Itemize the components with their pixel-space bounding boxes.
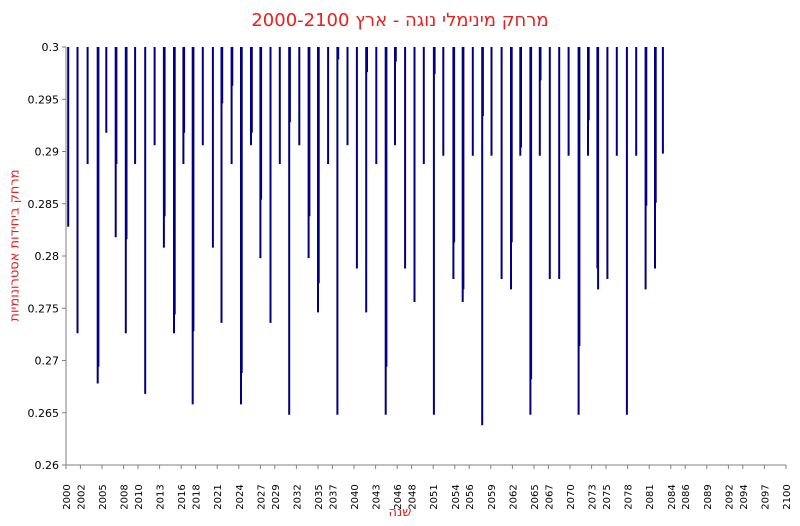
x-tick-label: 2037 [328, 484, 339, 509]
x-tick-label: 2092 [724, 484, 735, 509]
y-tick-label: 0.275 [28, 302, 60, 315]
x-tick-label: 2016 [177, 484, 188, 509]
x-tick-label: 2021 [213, 484, 224, 509]
x-tick-label: 2067 [544, 484, 555, 509]
x-tick-label: 2008 [120, 484, 131, 509]
x-tick-label: 2048 [408, 484, 419, 509]
x-tick-label: 2040 [350, 484, 361, 509]
x-tick-label: 2075 [602, 484, 613, 509]
axes [62, 46, 787, 469]
x-tick-label: 2032 [292, 484, 303, 509]
chart-title: מרחק מינימלי נוגה - ארץ 2000-2100 [251, 10, 549, 31]
x-tick-label: 2094 [739, 484, 750, 509]
x-tick-label: 2013 [156, 484, 167, 509]
bars [67, 47, 664, 426]
y-tick-label: 0.27 [35, 355, 60, 368]
x-tick-label: 2043 [372, 484, 383, 509]
x-tick-label: 2065 [530, 484, 541, 509]
x-tick-label: 2078 [624, 484, 635, 509]
x-tick-label: 2086 [681, 484, 692, 509]
x-tick-label: 2027 [256, 484, 267, 509]
x-tick-label: 2056 [465, 484, 476, 509]
x-tick-label: 2046 [393, 484, 404, 509]
x-tick-label: 2070 [566, 484, 577, 509]
x-tick-label: 2051 [429, 484, 440, 509]
x-tick-label: 2024 [235, 484, 246, 509]
x-tick-label: 2054 [451, 484, 462, 509]
x-tick-label: 2089 [703, 484, 714, 509]
x-tick-label: 2010 [134, 484, 145, 509]
x-tick-label: 2084 [667, 484, 678, 509]
y-tick-label: 0.28 [35, 250, 60, 263]
x-tick-label: 2059 [487, 484, 498, 509]
x-tick-label: 2073 [588, 484, 599, 509]
y-tick-label: 0.3 [42, 41, 60, 54]
y-tick-label: 0.285 [28, 198, 60, 211]
x-tick-label: 2029 [271, 484, 282, 509]
x-tick-label: 2000 [62, 484, 73, 509]
x-tick-label: 2018 [192, 484, 203, 509]
x-tick-labels: 2000 2002 2005 2008 2010 2013 2016 2018 2021 2024… [62, 484, 793, 509]
y-tick-label: 0.26 [35, 459, 60, 472]
y-tick-label: 0.265 [28, 407, 60, 420]
y-tick-label: 0.295 [28, 93, 60, 106]
x-tick-label: 2100 [782, 484, 793, 509]
y-tick-labels: 0.3 0.295 0.29 0.285 0.28 0.275 0.27 0.265 0.26 [28, 41, 60, 472]
x-axis-title: שנה [388, 505, 412, 520]
x-tick-label: 2005 [98, 484, 109, 509]
x-tick-label: 2002 [76, 484, 87, 509]
x-tick-label: 2035 [314, 484, 325, 509]
x-tick-label: 2062 [508, 484, 519, 509]
x-tick-label: 2081 [645, 484, 656, 509]
x-tick-label: 2097 [760, 484, 771, 509]
y-tick-label: 0.29 [35, 146, 60, 159]
